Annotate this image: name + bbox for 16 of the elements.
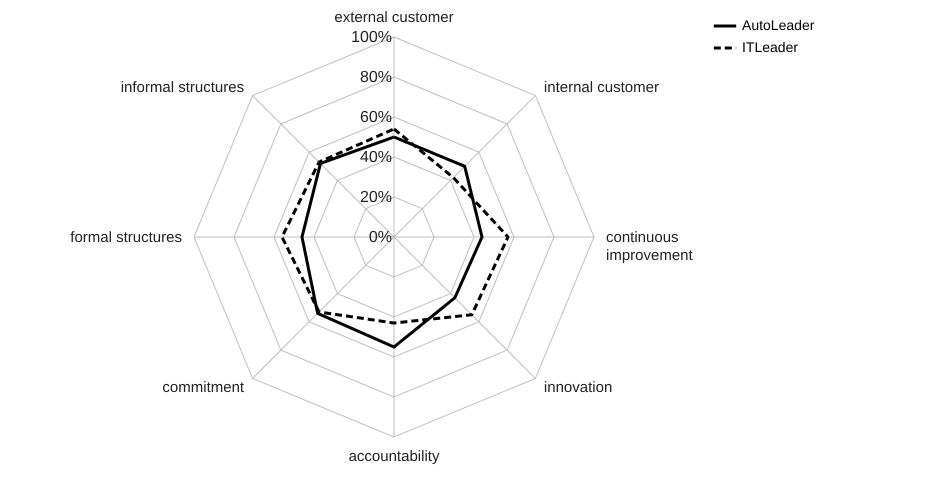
y-tick-label: 60% — [360, 109, 392, 126]
spoke-label: informal structures — [120, 79, 244, 96]
spoke-label: external customer — [334, 9, 454, 26]
spoke-label: accountability — [348, 448, 440, 465]
legend-label: AutoLeader — [742, 17, 815, 33]
spoke-label: commitment — [162, 378, 245, 396]
legend-label: ITLeader — [742, 39, 798, 55]
spoke-label: innovation — [544, 378, 612, 396]
y-tick-label: 0% — [368, 229, 392, 246]
spoke-label: internal customer — [544, 79, 659, 96]
spoke-label: continuous improvement — [606, 229, 694, 264]
y-tick-label: 20% — [360, 189, 392, 206]
y-tick-label: 100% — [351, 29, 392, 46]
spoke-label: formal structures — [70, 229, 182, 246]
y-tick-label: 40% — [360, 149, 392, 166]
y-tick-label: 80% — [360, 69, 392, 86]
